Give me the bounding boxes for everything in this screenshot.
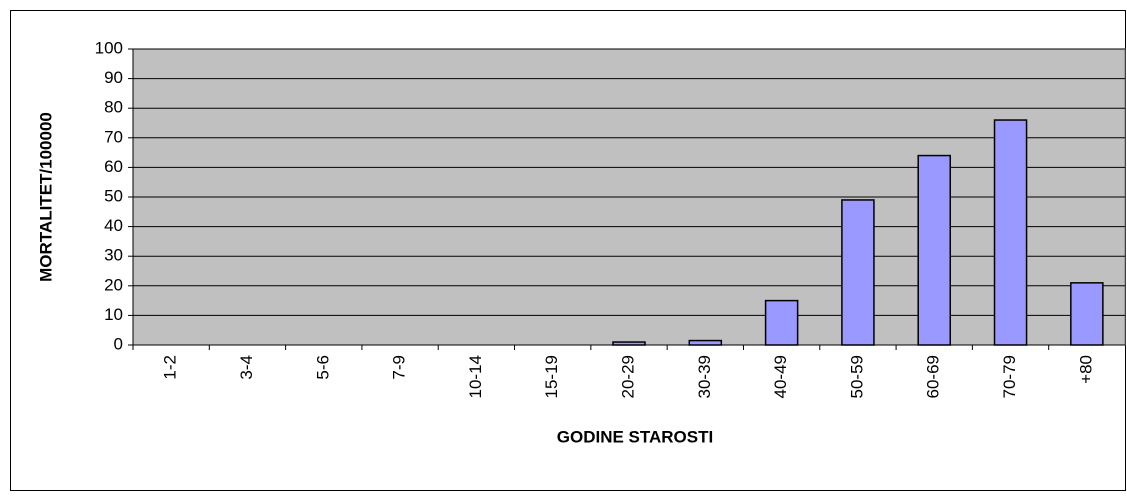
x-tick-label: 1-2 [161, 355, 180, 380]
x-tick-label: 60-69 [924, 355, 943, 398]
bar [764, 299, 799, 346]
x-tick-label: 40-49 [771, 355, 790, 398]
bar [917, 154, 952, 346]
x-tick-label: 70-79 [1000, 355, 1019, 398]
x-tick-label: 3-4 [237, 355, 256, 380]
y-tick-label: 30 [104, 246, 123, 265]
y-tick-label: 40 [104, 216, 123, 235]
bar [612, 341, 646, 346]
x-tick-label: 20-29 [618, 355, 637, 398]
y-tick-label: 70 [104, 127, 123, 146]
x-tick-label: 15-19 [542, 355, 561, 398]
y-tick-label: 80 [104, 98, 123, 117]
y-tick-label: 10 [104, 305, 123, 324]
x-tick-label: 10-14 [466, 355, 485, 398]
y-tick-label: 20 [104, 275, 123, 294]
x-axis-title: GODINE STAROSTI [557, 427, 713, 446]
y-axis-title: MORTALITET/100000 [36, 112, 55, 282]
y-tick-label: 60 [104, 157, 123, 176]
y-tick-label: 100 [95, 38, 123, 57]
x-tick-label: 30-39 [695, 355, 714, 398]
x-tick-label: 50-59 [847, 355, 866, 398]
bar [688, 339, 723, 346]
y-tick-label: 50 [104, 186, 123, 205]
x-tick-label: 5-6 [313, 355, 332, 380]
bar [841, 199, 875, 346]
x-tick-label: +80 [1076, 355, 1095, 384]
y-tick-label: 90 [104, 68, 123, 87]
bar [993, 119, 1028, 346]
x-tick-label: 7-9 [390, 355, 409, 380]
y-tick-label: 0 [114, 334, 123, 353]
bar [1070, 282, 1104, 346]
